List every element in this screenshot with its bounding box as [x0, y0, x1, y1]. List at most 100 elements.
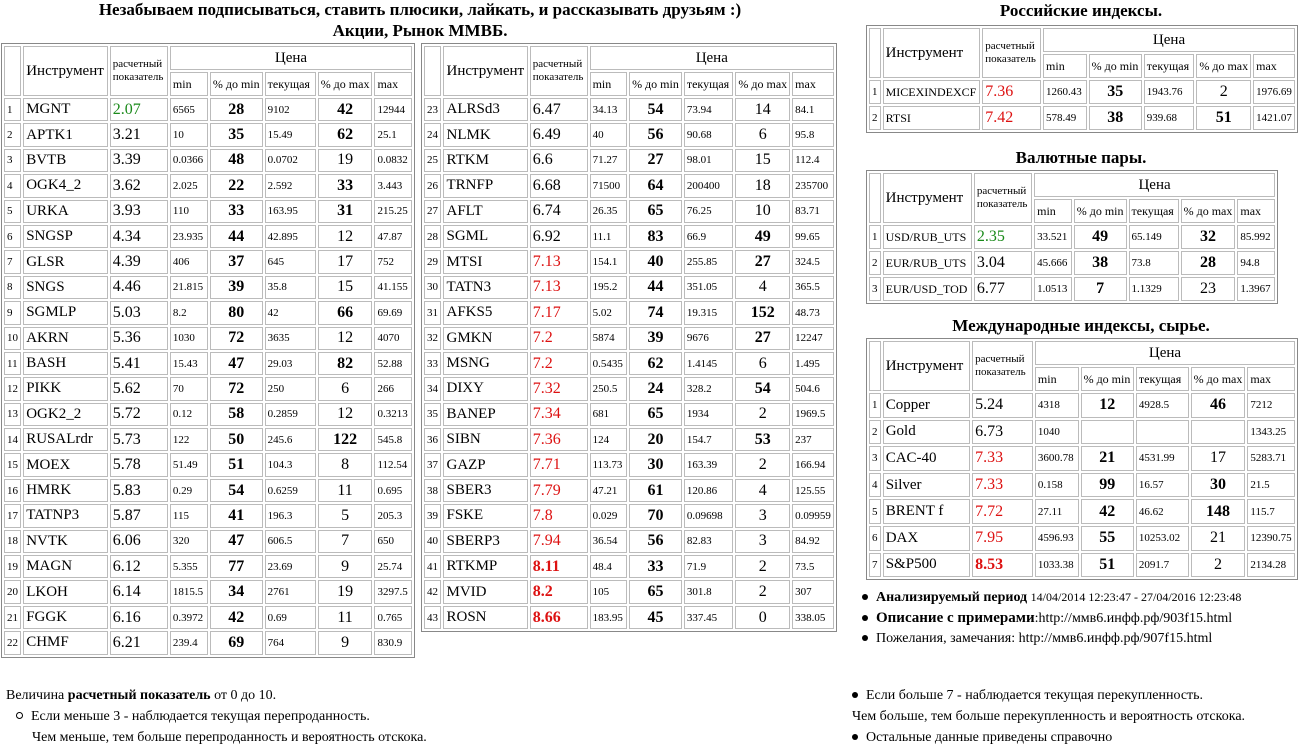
min-value: 578.49	[1043, 106, 1087, 130]
instrument-name[interactable]: SBERP3	[443, 529, 528, 554]
instrument-name[interactable]: MTSI	[443, 250, 528, 274]
wishes-text[interactable]: Пожелания, замечания: http://ммв6.инфф.р…	[876, 631, 1213, 646]
instrument-name[interactable]: OGK4_2	[23, 174, 108, 198]
header-calc: расчетный показатель	[109, 46, 168, 96]
instrument-name[interactable]: MICEXINDEXCF	[882, 80, 981, 104]
instrument-name[interactable]: FSKE	[443, 504, 528, 528]
max-value: 266	[374, 377, 412, 401]
instrument-name[interactable]: SGMLP	[23, 301, 108, 325]
instrument-name[interactable]: RTSI	[882, 106, 981, 130]
calc-value: 7.71	[529, 453, 588, 477]
table-row: 14 RUSALrdr 5.73 122 50 245.6 122 545.8	[4, 428, 412, 452]
header-pct-min: % до min	[1073, 199, 1127, 223]
instrument-name[interactable]: BANEP	[443, 402, 528, 427]
min-value: 1815.5	[169, 580, 208, 604]
instrument-name[interactable]: Silver	[882, 472, 971, 498]
instrument-name[interactable]: RTKMP	[443, 555, 528, 579]
instrument-name[interactable]: BRENT f	[882, 499, 971, 524]
pct-to-min: 70	[629, 504, 682, 528]
instrument-name[interactable]: SNGS	[23, 275, 108, 300]
instrument-name[interactable]: MGNT	[23, 98, 108, 122]
instrument-name[interactable]: CAC-40	[882, 446, 971, 471]
footer-left-item: Если меньше 3 - наблюдается текущая пере…	[31, 709, 370, 724]
instrument-name[interactable]: LKOH	[23, 580, 108, 604]
footer-right-item1: Если больше 7 - наблюдается текущая пере…	[866, 688, 1204, 703]
instrument-name[interactable]: DIXY	[443, 377, 528, 401]
instrument-name[interactable]: ALRSd3	[443, 98, 528, 122]
instrument-name[interactable]: AFLT	[443, 199, 528, 223]
instrument-name[interactable]: PIKK	[23, 377, 108, 401]
row-number: 4	[4, 174, 22, 198]
instrument-name[interactable]: SGML	[443, 224, 528, 249]
current-value: 337.45	[683, 605, 734, 630]
instrument-name[interactable]: MAGN	[23, 555, 108, 579]
pct-to-max: 17	[1190, 446, 1246, 471]
instrument-name[interactable]: GLSR	[23, 250, 108, 274]
instrument-name[interactable]: Copper	[882, 393, 971, 418]
table-row: 3 BVTB 3.39 0.0366 48 0.0702 19 0.0832	[4, 148, 412, 173]
instrument-name[interactable]: MVID	[443, 580, 528, 604]
instrument-name[interactable]: CHMF	[23, 631, 108, 655]
instrument-name[interactable]: ROSN	[443, 605, 528, 630]
footer-right-line1: Если больше 7 - наблюдается текущая пере…	[852, 685, 1245, 706]
calc-value: 7.36	[529, 428, 588, 452]
min-value: 406	[169, 250, 208, 274]
max-value: 830.9	[374, 631, 412, 655]
calc-value: 4.39	[109, 250, 168, 274]
instrument-name[interactable]: BASH	[23, 351, 108, 376]
calc-value: 3.39	[109, 148, 168, 173]
table-row: 10 AKRN 5.36 1030 72 3635 12 4070	[4, 326, 412, 350]
instrument-name[interactable]: SBER3	[443, 478, 528, 503]
current-value: 196.3	[264, 504, 316, 528]
instrument-name[interactable]: AFKS5	[443, 301, 528, 325]
instrument-name[interactable]: TATN3	[443, 275, 528, 300]
table-row: 31 AFKS5 7.17 5.02 74 19.315 152 48.73	[424, 301, 834, 325]
row-number: 31	[424, 301, 442, 325]
max-value: 99.65	[792, 224, 834, 249]
instrument-name[interactable]: OGK2_2	[23, 402, 108, 427]
pct-to-min: 54	[209, 478, 263, 503]
instrument-name[interactable]: EUR/RUB_UTS	[882, 251, 972, 275]
min-value: 105	[589, 580, 628, 604]
instrument-name[interactable]: BVTB	[23, 148, 108, 173]
instrument-name[interactable]: NVTK	[23, 529, 108, 554]
pct-to-max: 51	[1196, 106, 1252, 130]
table-row: 24 NLMK 6.49 40 56 90.68 6 95.8	[424, 123, 834, 147]
instrument-name[interactable]: USD/RUB_UTS	[882, 225, 972, 249]
instrument-name[interactable]: SNGSP	[23, 224, 108, 249]
instrument-name[interactable]: RUSALrdr	[23, 428, 108, 452]
instrument-name[interactable]: MOEX	[23, 453, 108, 477]
instrument-name[interactable]: TATNP3	[23, 504, 108, 528]
current-value: 606.5	[264, 529, 316, 554]
instrument-name[interactable]: RTKM	[443, 148, 528, 173]
pct-to-max: 14	[735, 98, 791, 122]
description-link[interactable]: :http://ммв6.инфф.рф/903f15.html	[1034, 611, 1233, 626]
instrument-name[interactable]: APTK1	[23, 123, 108, 147]
instrument-name[interactable]: S&P500	[882, 552, 971, 578]
instrument-name[interactable]: URKA	[23, 199, 108, 223]
instrument-name[interactable]: MSNG	[443, 351, 528, 376]
max-value: 12390.75	[1247, 525, 1295, 551]
instrument-name[interactable]: EUR/USD_TOD	[882, 277, 972, 301]
calc-value: 2.07	[109, 98, 168, 122]
instrument-name[interactable]: AKRN	[23, 326, 108, 350]
instrument-name[interactable]: FGGK	[23, 605, 108, 630]
instrument-name[interactable]: Gold	[882, 419, 971, 445]
pct-to-max: 12	[317, 224, 373, 249]
instrument-name[interactable]: DAX	[882, 525, 971, 551]
calc-value: 3.93	[109, 199, 168, 223]
info-block: Анализируемый период 14/04/2014 12:23:47…	[860, 590, 1300, 647]
instrument-name[interactable]: GMKN	[443, 326, 528, 350]
pct-to-max: 32	[1180, 225, 1236, 249]
instrument-name[interactable]: TRNFP	[443, 174, 528, 198]
instrument-name[interactable]: GAZP	[443, 453, 528, 477]
pct-to-max	[1190, 419, 1246, 445]
table-row: 8 SNGS 4.46 21.815 39 35.8 15 41.155	[4, 275, 412, 300]
header-calc: расчетный показатель	[973, 173, 1033, 223]
table-row: 5 BRENT f 7.72 27.11 42 46.62 148 115.7	[869, 499, 1295, 524]
pct-to-min: 77	[209, 555, 263, 579]
instrument-name[interactable]: HMRK	[23, 478, 108, 503]
instrument-name[interactable]: SIBN	[443, 428, 528, 452]
header-pct-max: % до max	[317, 72, 373, 96]
instrument-name[interactable]: NLMK	[443, 123, 528, 147]
